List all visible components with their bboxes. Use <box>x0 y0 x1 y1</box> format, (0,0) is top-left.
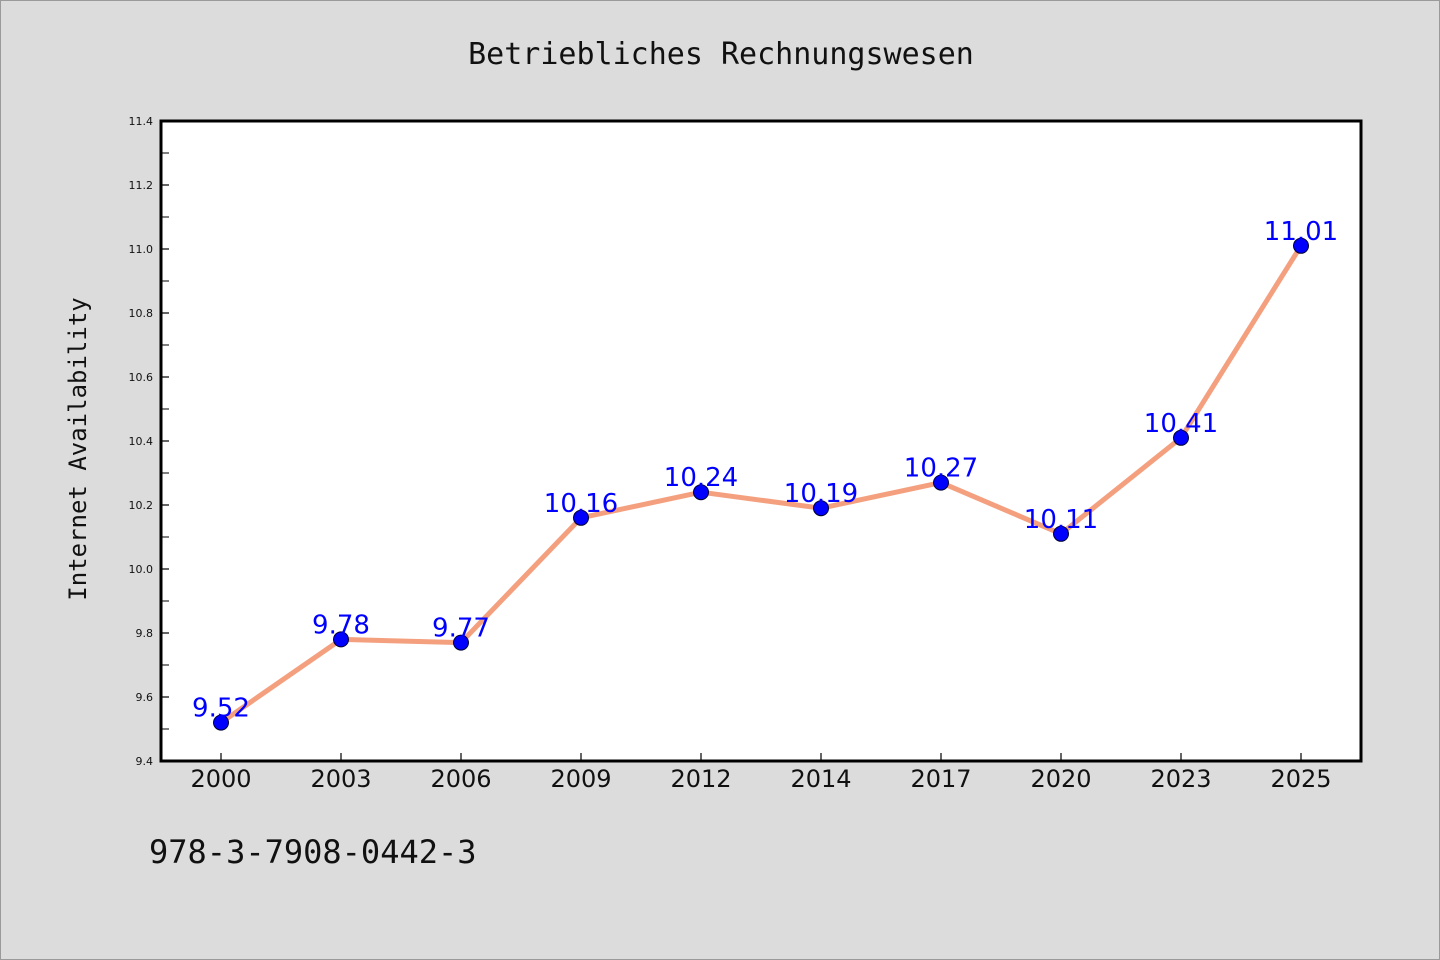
data-label: 10.16 <box>544 489 618 519</box>
data-label: 9.52 <box>192 694 250 724</box>
data-point-marker <box>453 634 469 651</box>
data-label: 10.24 <box>664 463 738 493</box>
y-tick-label: 9.8 <box>136 627 154 640</box>
x-tick-label: 2006 <box>430 765 491 793</box>
data-point-marker <box>333 631 349 648</box>
x-tick-label: 2000 <box>190 765 251 793</box>
data-labels: 9.52 9.78 9.77 10.16 10.24 10.19 10.27 10.11 10.… <box>192 217 1338 724</box>
data-point-marker <box>933 474 949 491</box>
x-tick-label: 2020 <box>1030 765 1091 793</box>
data-markers <box>213 237 1309 731</box>
y-tick-label: 10.8 <box>129 307 154 320</box>
data-point-marker <box>813 500 829 517</box>
y-tick-label: 10.0 <box>129 563 154 576</box>
data-label: 11.01 <box>1264 217 1338 247</box>
y-tick-label: 9.6 <box>136 691 154 704</box>
isbn-footer: 978-3-7908-0442-3 <box>149 833 477 871</box>
data-label: 9.78 <box>312 610 370 640</box>
x-tick-label: 2025 <box>1270 765 1331 793</box>
y-tick-label: 10.4 <box>129 435 154 448</box>
y-tick-label: 10.2 <box>129 499 154 512</box>
x-tick-label: 2003 <box>310 765 371 793</box>
y-tick-label: 11.0 <box>129 243 154 256</box>
x-tick-label: 2012 <box>670 765 731 793</box>
data-label: 10.11 <box>1024 505 1098 535</box>
x-tick-label: 2017 <box>910 765 971 793</box>
x-tick-label: 2014 <box>790 765 851 793</box>
x-axis-ticks: 2000 2003 2006 2009 2012 2014 2017 2020 2023 2025 <box>190 753 1332 793</box>
y-tick-label: 9.4 <box>136 755 154 768</box>
data-label: 9.77 <box>432 614 490 644</box>
plot-area <box>159 119 1363 763</box>
data-point-marker <box>213 714 229 731</box>
data-point-marker <box>1293 237 1309 254</box>
data-point-marker <box>573 509 589 526</box>
data-point-marker <box>693 484 709 501</box>
y-tick-label: 11.4 <box>129 115 154 128</box>
data-label: 10.27 <box>904 454 978 484</box>
chart-title: Betriebliches Rechnungswesen <box>468 37 974 72</box>
y-axis-label: Internet Availability <box>64 297 92 600</box>
data-label: 10.41 <box>1144 409 1218 439</box>
data-point-marker <box>1173 429 1189 446</box>
x-tick-label: 2023 <box>1150 765 1211 793</box>
data-label: 10.19 <box>784 479 858 509</box>
data-point-marker <box>1053 525 1069 542</box>
x-tick-label: 2009 <box>550 765 611 793</box>
y-tick-label: 11.2 <box>129 179 154 192</box>
series-line <box>218 243 1304 726</box>
y-tick-label: 10.6 <box>129 371 154 384</box>
y-axis-ticks: 9.4 9.6 9.8 10.0 10.2 10.4 10.6 10.8 11.0 11.2 11.… <box>129 115 169 768</box>
